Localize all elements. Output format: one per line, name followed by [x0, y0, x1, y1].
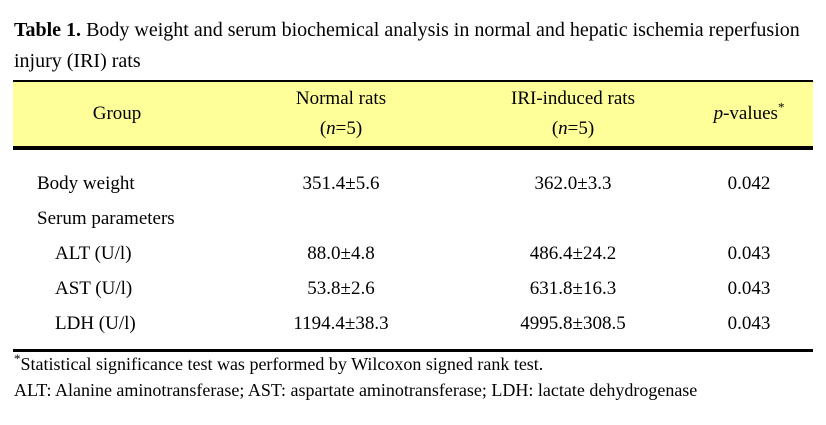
header-group-label: Group	[92, 103, 142, 124]
table-row-alt: ALT (U/l) 88.0±4.8 486.4±24.2 0.043	[13, 236, 813, 271]
cell-iri: 631.8±16.3	[529, 277, 617, 299]
row-label: ALT (U/l)	[55, 242, 132, 264]
cell-iri: 362.0±3.3	[534, 172, 612, 194]
row-label: Body weight	[37, 172, 135, 194]
cell-p-value: 0.043	[727, 277, 771, 299]
header-normal-rats-line2: (n=5)	[319, 118, 363, 139]
cell-p-value: 0.043	[727, 242, 771, 264]
table-caption-text: Body weight and serum biochemical analys…	[14, 19, 800, 72]
table-header: Group Normal rats (n=5) IRI-induced rats…	[13, 81, 813, 148]
header-iri-rats-line2: (n=5)	[551, 118, 595, 139]
row-label: Serum parameters	[37, 207, 175, 229]
cell-p-value: 0.042	[727, 172, 771, 194]
cell-iri	[461, 201, 685, 236]
table-caption-label: Table 1.	[14, 19, 82, 41]
cell-p-value	[685, 201, 813, 236]
table-caption: Table 1. Body weight and serum biochemic…	[14, 15, 815, 77]
cell-normal: 351.4±5.6	[302, 172, 380, 194]
n-italic: n	[326, 118, 336, 139]
cell-normal	[221, 201, 461, 236]
table-footnotes: *Statistical significance test was perfo…	[14, 351, 814, 403]
table-row-serum-parameters: Serum parameters	[13, 201, 813, 236]
header-normal-rats-line1: Normal rats	[295, 88, 387, 109]
data-table: Group Normal rats (n=5) IRI-induced rats…	[13, 80, 813, 352]
header-p-values: p-values*	[713, 99, 785, 124]
row-label: AST (U/l)	[55, 277, 133, 299]
cell-iri: 486.4±24.2	[529, 242, 617, 264]
header-row: Group Normal rats (n=5) IRI-induced rats…	[13, 81, 813, 148]
footnote-abbreviations: ALT: Alanine aminotransferase; AST: aspa…	[14, 380, 698, 400]
footnote-asterisk: *	[14, 351, 21, 366]
cell-normal: 88.0±4.8	[307, 242, 375, 264]
n-italic: n	[558, 118, 568, 139]
footnote-significance: *Statistical significance test was perfo…	[14, 351, 544, 374]
table-row-ldh: LDH (U/l) 1194.4±38.3 4995.8±308.5 0.043	[13, 306, 813, 351]
cell-p-value: 0.043	[727, 312, 771, 334]
row-label: LDH (U/l)	[55, 312, 136, 334]
cell-iri: 4995.8±308.5	[520, 312, 626, 334]
header-group: Group	[13, 81, 221, 148]
table-row-body-weight: Body weight 351.4±5.6 362.0±3.3 0.042	[13, 148, 813, 201]
p-italic: p	[713, 103, 724, 124]
header-iri-rats-line1: IRI-induced rats	[511, 88, 635, 109]
table-row-ast: AST (U/l) 53.8±2.6 631.8±16.3 0.043	[13, 271, 813, 306]
header-normal-rats: Normal rats (n=5)	[221, 81, 461, 148]
header-iri-rats: IRI-induced rats (n=5)	[461, 81, 685, 148]
cell-normal: 53.8±2.6	[307, 277, 375, 299]
cell-normal: 1194.4±38.3	[293, 312, 389, 334]
p-values-asterisk: *	[777, 99, 785, 115]
table-body: Body weight 351.4±5.6 362.0±3.3 0.042 Se…	[13, 148, 813, 351]
